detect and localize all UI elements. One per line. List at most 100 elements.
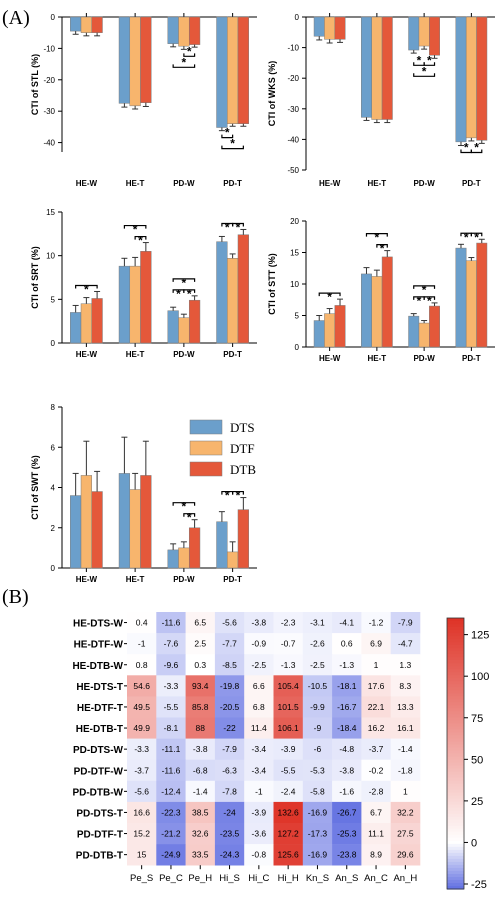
heatmap-cell [361, 654, 391, 676]
bar-dtb [188, 16, 201, 45]
heatmap-cell-value: -24.9 [161, 850, 181, 860]
heatmap-cell [361, 780, 391, 803]
x-tick-label: HE-T [126, 350, 145, 359]
y-axis-title: CTI of SRT (%) [30, 246, 40, 309]
heatmap-cell-value: -7.9 [398, 618, 413, 628]
heatmap-cell-value: -0.2 [369, 765, 384, 775]
bar-charts: CTI of STL (%) 0 -10 -20 -30 -40 HE-W HE-T PD-W P… [30, 13, 495, 584]
colorbar-segment [447, 816, 464, 821]
y-tick-label: -10 [43, 44, 55, 53]
bar-dtb [381, 16, 393, 120]
heatmap-cell-value: 32.6 [192, 829, 209, 839]
heatmap-cell-value: -18.4 [337, 723, 357, 733]
heatmap-cell-value: -22.3 [161, 807, 181, 817]
heatmap-row-label: HE-DTS-W [73, 619, 124, 630]
heatmap-cell [361, 801, 391, 824]
legend-label: DTF [230, 441, 255, 456]
heatmap-cell-value: -1.6 [339, 786, 354, 796]
heatmap-cell [244, 759, 274, 782]
heatmap-cell-value: 16.2 [368, 723, 385, 733]
y-tick-label: 4 [51, 484, 56, 493]
colorbar-segment [447, 762, 464, 767]
heatmap-cell [156, 717, 186, 739]
colorbar-segment [447, 783, 464, 788]
heatmap-cell-value: 8.3 [399, 681, 411, 691]
significance-star: * [182, 500, 187, 514]
heatmap-cell [302, 675, 333, 697]
x-tick-label: PD-T [462, 354, 481, 363]
bar-dtf [227, 551, 239, 569]
heatmap-cell-value: -10.5 [308, 681, 328, 691]
heatmap-row-label: HE-DTF-W [74, 640, 124, 651]
heatmap-cell-value: -9 [314, 723, 322, 733]
colorbar-segment [447, 747, 464, 752]
colorbar-segment [447, 780, 464, 785]
colorbar-segment [447, 648, 464, 652]
significance-bracket [134, 235, 147, 240]
colorbar-segment [447, 690, 464, 694]
heatmap-cell-value: 127.2 [278, 829, 300, 839]
heatmap-cell-value: 17.6 [368, 681, 385, 691]
heatmap-cell-value: -17.3 [308, 829, 328, 839]
heatmap-cell [361, 675, 391, 697]
colorbar-segment [447, 753, 464, 758]
heatmap-cell [185, 717, 216, 739]
bar-dts [216, 521, 228, 569]
significance-bracket [365, 233, 388, 237]
colorbar-segment [447, 645, 464, 649]
significance-star: * [236, 220, 241, 234]
heatmap-cell [361, 738, 391, 760]
heatmap-cell [273, 801, 304, 824]
heatmap-cell [156, 844, 186, 866]
significance-bracket [172, 278, 196, 282]
x-tick-label: PD-T [223, 350, 242, 359]
heatmap-cell [302, 633, 333, 655]
heatmap-cell-value: 16.6 [133, 807, 150, 817]
bar-dtf [324, 313, 336, 348]
colorbar-segment [447, 663, 464, 667]
x-tick-label: PD-W [173, 575, 195, 584]
heatmap-cell [156, 823, 186, 845]
heatmap-cell-value: 22.1 [368, 702, 385, 712]
heatmap-col-label: An_S [335, 873, 358, 884]
heatmap-cell [127, 633, 157, 655]
heatmap-cell-value: -7.9 [222, 744, 237, 754]
significance-bracket [221, 134, 234, 139]
heatmap-cell [332, 717, 362, 739]
x-tick-label: HE-W [319, 354, 341, 363]
heatmap-cell [244, 654, 274, 676]
heatmap-col-label: Hi_C [248, 873, 269, 884]
colorbar-segment [447, 825, 464, 830]
significance-star: * [187, 44, 192, 58]
heatmap-cell-value: -6.8 [193, 765, 208, 775]
bar-dtf [178, 547, 190, 569]
colorbar-segment [447, 660, 464, 664]
heatmap-row-label: PD-DTS-T [76, 808, 123, 819]
colorbar-segment [447, 774, 464, 779]
heatmap-cell [273, 612, 304, 634]
heatmap-cell-value: -3.3 [134, 744, 149, 754]
heatmap-cell-value: -0.7 [281, 639, 296, 649]
y-axis-title: CTI of SWT (%) [30, 455, 40, 520]
bar-dts [70, 495, 82, 569]
heatmap-cell-value: -18.1 [337, 681, 357, 691]
significance-bracket [232, 490, 244, 495]
heatmap-cell-value: 49.9 [133, 723, 150, 733]
significance-bracket [232, 222, 244, 227]
colorbar-segment [447, 630, 464, 634]
colorbar-segment [447, 828, 464, 833]
bar-dts [118, 473, 131, 569]
colorbar-segment [447, 618, 464, 622]
heatmap-cell-value: -0.9 [252, 639, 267, 649]
heatmap-cell-value: -4.1 [339, 618, 354, 628]
colorbar-segment [447, 822, 464, 827]
colorbar-segment [447, 834, 464, 839]
colorbar-segment [447, 813, 464, 818]
significance-star: * [327, 290, 332, 304]
heatmap-cell [390, 675, 421, 697]
y-tick-label: -30 [287, 105, 299, 114]
heatmap-cell [244, 717, 274, 739]
heatmap-cell [244, 696, 274, 718]
significance-bracket [376, 244, 388, 248]
bar-dtb [429, 16, 440, 56]
